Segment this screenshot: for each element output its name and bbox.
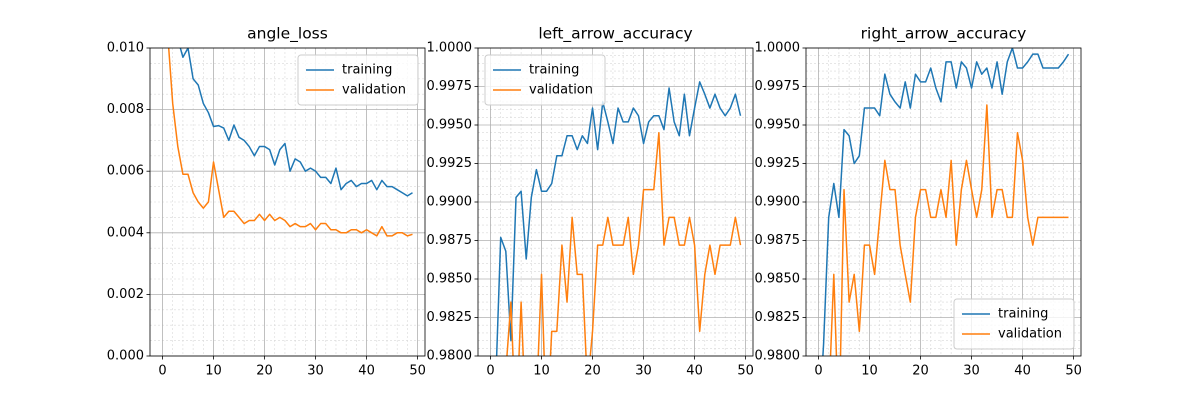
y-tick-label: 0.9800	[755, 349, 801, 364]
legend-label: validation	[998, 327, 1062, 342]
x-tick-label: 20	[912, 364, 929, 379]
legend-label: training	[529, 63, 579, 78]
y-tick-label: 0.9925	[755, 156, 801, 171]
y-tick-label: 0.010	[107, 41, 144, 56]
x-tick-label: 10	[533, 364, 550, 379]
chart-title: left_arrow_accuracy	[538, 25, 692, 44]
x-tick-label: 20	[256, 364, 273, 379]
y-tick-label: 0.008	[107, 102, 144, 117]
y-tick-label: 0.9875	[427, 233, 473, 248]
x-tick-label: 40	[358, 364, 375, 379]
x-tick-label: 30	[963, 364, 980, 379]
legend: training validation	[484, 54, 606, 106]
y-tick-label: 0.9800	[427, 349, 473, 364]
y-tick-label: 0.9900	[755, 195, 801, 210]
x-tick-label: 50	[1065, 364, 1082, 379]
chart-title: right_arrow_accuracy	[861, 25, 1027, 44]
x-tick-label: 40	[686, 364, 703, 379]
y-tick-label: 1.0000	[427, 41, 473, 56]
x-tick-label: 0	[158, 364, 166, 379]
legend-box	[297, 54, 419, 106]
y-tick-label: 0.9950	[427, 118, 473, 133]
plot-frame	[805, 47, 1082, 357]
y-tick-label: 0.002	[107, 287, 144, 302]
x-tick-label: 10	[861, 364, 878, 379]
legend-label: training	[998, 307, 1048, 322]
legend: training validation	[953, 298, 1075, 350]
x-tick-label: 50	[737, 364, 754, 379]
x-tick-label: 30	[307, 364, 324, 379]
legend: training validation	[297, 54, 419, 106]
series-line	[495, 81, 742, 356]
x-tick-label: 10	[205, 364, 222, 379]
subplot: 0.9800 0.9825 0.9850 0.9875 0.9900 0.9925 0.99…	[755, 25, 1082, 379]
x-tick-label: 30	[635, 364, 652, 379]
y-tick-label: 0.9850	[755, 272, 801, 287]
series-line	[179, 48, 413, 197]
x-tick-label: 0	[814, 364, 822, 379]
y-tick-label: 0.9875	[755, 233, 801, 248]
subplot: 0.000 0.002 0.004 0.006 0.008 0.010 0 10 20 30 40 5…	[107, 25, 426, 379]
y-tick-label: 0.004	[107, 225, 144, 240]
chart-title: angle_loss	[247, 25, 328, 44]
series-line	[829, 104, 1069, 356]
y-tick-label: 0.006	[107, 164, 144, 179]
y-tick-label: 0.9900	[427, 195, 473, 210]
x-tick-label: 40	[1014, 364, 1031, 379]
y-tick-label: 0.9950	[755, 118, 801, 133]
legend-box	[484, 54, 606, 106]
legend-label: validation	[342, 83, 406, 98]
x-tick-label: 50	[409, 364, 426, 379]
y-tick-label: 0.000	[107, 349, 144, 364]
legend-box	[953, 298, 1075, 350]
legend-label: training	[342, 63, 392, 78]
y-tick-label: 0.9825	[427, 310, 473, 325]
y-tick-label: 0.9925	[427, 156, 473, 171]
legend-label: validation	[529, 83, 593, 98]
y-tick-label: 0.9975	[427, 79, 473, 94]
y-tick-label: 0.9850	[427, 272, 473, 287]
series-line	[167, 48, 413, 237]
series-line	[506, 131, 742, 356]
y-tick-label: 0.9975	[755, 79, 801, 94]
x-tick-label: 0	[486, 364, 494, 379]
series-line	[822, 48, 1070, 356]
y-tick-label: 1.0000	[755, 41, 801, 56]
y-tick-label: 0.9825	[755, 310, 801, 325]
subplot: 0.9800 0.9825 0.9850 0.9875 0.9900 0.9925 0.99…	[427, 25, 754, 379]
plot-frame	[477, 47, 754, 357]
plot-frame	[149, 47, 426, 357]
x-tick-label: 20	[584, 364, 601, 379]
